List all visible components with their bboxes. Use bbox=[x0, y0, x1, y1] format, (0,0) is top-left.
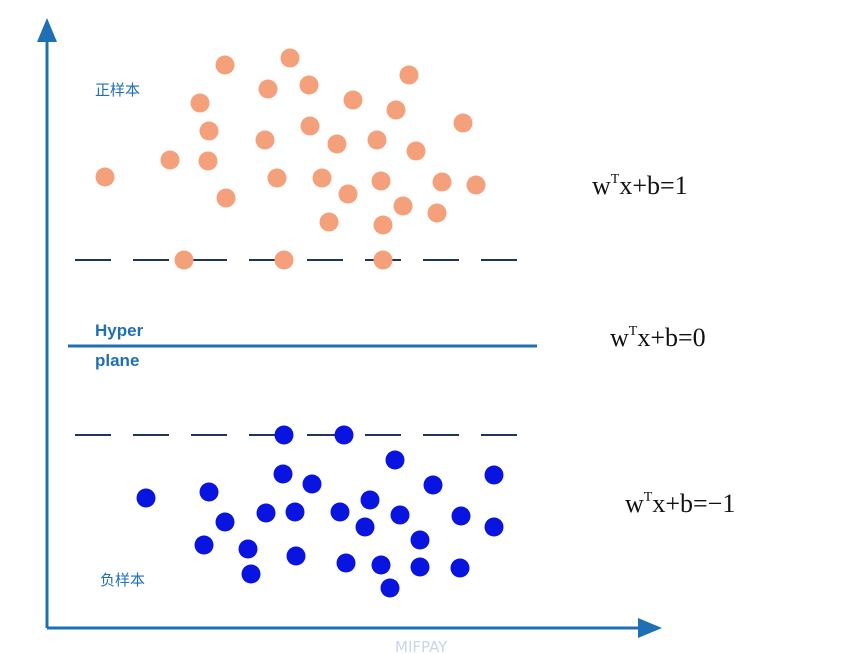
positive-point bbox=[319, 212, 339, 232]
negative-point bbox=[450, 558, 470, 578]
positive-point bbox=[216, 188, 236, 208]
positive-point bbox=[373, 215, 393, 235]
negative-point bbox=[410, 530, 430, 550]
positive-point bbox=[453, 113, 473, 133]
negative-point bbox=[302, 474, 322, 494]
negative-point bbox=[194, 535, 214, 555]
positive-point bbox=[327, 134, 347, 154]
eq-sup: T bbox=[644, 490, 653, 505]
positive-point bbox=[393, 196, 413, 216]
negative-point bbox=[215, 512, 235, 532]
negative-label: 负样本 bbox=[100, 571, 145, 589]
eq-w: w bbox=[592, 171, 611, 200]
negative-point bbox=[330, 502, 350, 522]
axes bbox=[37, 18, 662, 638]
negative-point bbox=[371, 555, 391, 575]
positive-point bbox=[299, 75, 319, 95]
eq-rest: x+b=1 bbox=[619, 171, 687, 200]
negative-point bbox=[336, 553, 356, 573]
positive-point bbox=[215, 55, 235, 75]
positive-point bbox=[406, 141, 426, 161]
points bbox=[95, 48, 504, 598]
eq-rest: x+b=−1 bbox=[652, 489, 735, 518]
positive-point bbox=[160, 150, 180, 170]
negative-point bbox=[484, 465, 504, 485]
positive-point bbox=[427, 203, 447, 223]
y-arrow bbox=[37, 18, 57, 42]
negative-point bbox=[410, 557, 430, 577]
negative-point bbox=[385, 450, 405, 470]
equation: wTx+b=0 bbox=[610, 323, 706, 352]
positive-point bbox=[199, 121, 219, 141]
positive-point bbox=[432, 172, 452, 192]
positive-point bbox=[338, 184, 358, 204]
negative-point bbox=[380, 578, 400, 598]
positive-point bbox=[258, 79, 278, 99]
positive-point bbox=[95, 167, 115, 187]
negative-point bbox=[238, 539, 258, 559]
positive-point bbox=[280, 48, 300, 68]
negative-point bbox=[256, 503, 276, 523]
negative-point bbox=[360, 490, 380, 510]
positive-point bbox=[255, 130, 275, 150]
eq-sup: T bbox=[611, 172, 620, 187]
positive-point bbox=[174, 250, 194, 270]
negative-point bbox=[484, 517, 504, 537]
negative-point bbox=[334, 425, 354, 445]
negative-point bbox=[451, 506, 471, 526]
hyperplane-label: Hyper bbox=[95, 321, 144, 340]
x-arrow bbox=[638, 618, 662, 638]
positive-point bbox=[373, 250, 393, 270]
eq-w: w bbox=[610, 323, 629, 352]
positive-point bbox=[399, 65, 419, 85]
negative-point bbox=[199, 482, 219, 502]
negative-point bbox=[390, 505, 410, 525]
positive-point bbox=[312, 168, 332, 188]
negative-point bbox=[273, 464, 293, 484]
negative-point bbox=[285, 502, 305, 522]
negative-point bbox=[286, 546, 306, 566]
negative-point bbox=[274, 425, 294, 445]
negative-point bbox=[355, 517, 375, 537]
positive-point bbox=[343, 90, 363, 110]
positive-point bbox=[300, 116, 320, 136]
positive-label: 正样本 bbox=[95, 81, 140, 99]
positive-point bbox=[198, 151, 218, 171]
hyperplane-label: plane bbox=[95, 351, 139, 370]
equation: wTx+b=1 bbox=[592, 171, 688, 200]
positive-point bbox=[274, 250, 294, 270]
negative-point bbox=[136, 488, 156, 508]
positive-point bbox=[190, 93, 210, 113]
positive-point bbox=[466, 175, 486, 195]
eq-sup: T bbox=[629, 324, 638, 339]
positive-point bbox=[367, 130, 387, 150]
positive-point bbox=[371, 171, 391, 191]
positive-point bbox=[267, 168, 287, 188]
watermark: MIFPAY bbox=[395, 638, 448, 654]
eq-rest: x+b=0 bbox=[637, 323, 705, 352]
equation: wTx+b=−1 bbox=[625, 489, 735, 518]
eq-w: w bbox=[625, 489, 644, 518]
negative-point bbox=[241, 564, 261, 584]
positive-point bbox=[386, 100, 406, 120]
negative-point bbox=[423, 475, 443, 495]
